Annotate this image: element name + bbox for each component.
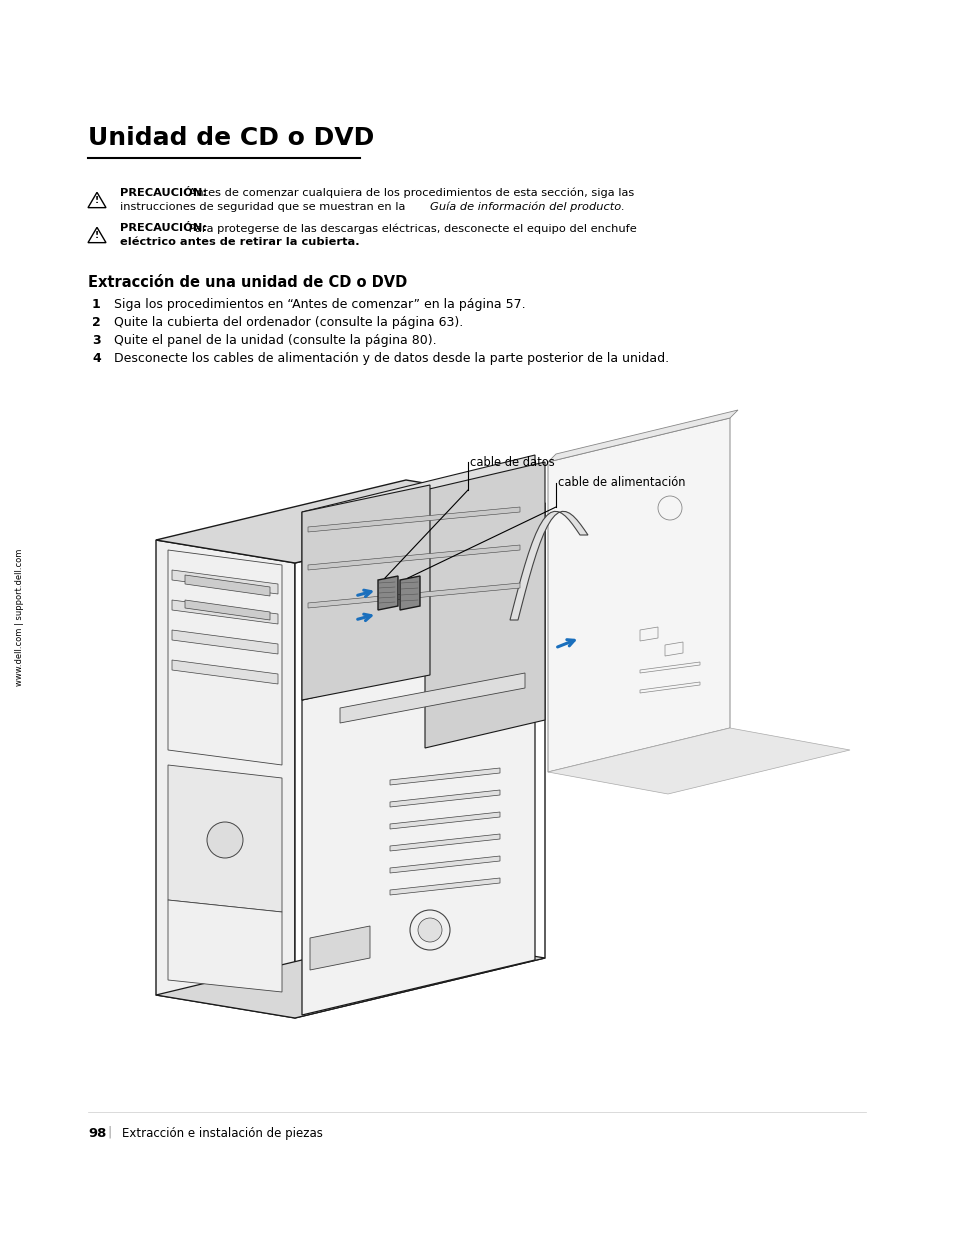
Polygon shape: [308, 583, 519, 608]
Text: Quite la cubierta del ordenador (consulte la página 63).: Quite la cubierta del ordenador (consult…: [113, 316, 463, 329]
Polygon shape: [302, 485, 430, 700]
Text: |: |: [108, 1125, 112, 1137]
Text: 1: 1: [91, 298, 101, 311]
Polygon shape: [390, 811, 499, 829]
Polygon shape: [302, 454, 535, 700]
Polygon shape: [547, 417, 729, 772]
Polygon shape: [390, 834, 499, 851]
Text: !: !: [95, 231, 99, 241]
Text: Quite el panel de la unidad (consulte la página 80).: Quite el panel de la unidad (consulte la…: [113, 333, 436, 347]
Polygon shape: [547, 410, 738, 462]
Text: Siga los procedimientos en “Antes de comenzar” en la página 57.: Siga los procedimientos en “Antes de com…: [113, 298, 525, 311]
Polygon shape: [185, 600, 270, 620]
Polygon shape: [156, 935, 544, 1018]
Polygon shape: [510, 511, 587, 620]
Circle shape: [417, 918, 441, 942]
Polygon shape: [172, 630, 277, 655]
Polygon shape: [390, 878, 499, 895]
Polygon shape: [547, 727, 849, 794]
Polygon shape: [168, 764, 282, 911]
Polygon shape: [185, 576, 270, 597]
Circle shape: [207, 823, 243, 858]
Polygon shape: [172, 600, 277, 624]
Text: PRECAUCIÓN:: PRECAUCIÓN:: [120, 188, 207, 198]
Text: cable de datos: cable de datos: [470, 456, 554, 468]
Text: Unidad de CD o DVD: Unidad de CD o DVD: [88, 126, 374, 149]
Polygon shape: [168, 550, 282, 764]
Polygon shape: [390, 768, 499, 785]
Text: Extracción e instalación de piezas: Extracción e instalación de piezas: [122, 1128, 322, 1140]
Polygon shape: [294, 503, 544, 1018]
Text: 4: 4: [91, 352, 101, 366]
Text: PRECAUCIÓN:: PRECAUCIÓN:: [120, 224, 207, 233]
Text: !: !: [95, 196, 99, 205]
Polygon shape: [339, 673, 524, 722]
Polygon shape: [310, 926, 370, 969]
Polygon shape: [168, 900, 282, 992]
Polygon shape: [172, 571, 277, 594]
Text: cable de alimentación: cable de alimentación: [558, 477, 685, 489]
Text: Guía de información del producto.: Guía de información del producto.: [430, 203, 624, 212]
Polygon shape: [302, 645, 535, 1015]
Polygon shape: [424, 462, 544, 748]
Circle shape: [410, 910, 450, 950]
Text: Para protegerse de las descargas eléctricas, desconecte el equipo del enchufe: Para protegerse de las descargas eléctri…: [185, 224, 636, 233]
Polygon shape: [390, 856, 499, 873]
Polygon shape: [308, 508, 519, 532]
Text: Desconecte los cables de alimentación y de datos desde la parte posterior de la : Desconecte los cables de alimentación y …: [113, 352, 668, 366]
Text: eléctrico antes de retirar la cubierta.: eléctrico antes de retirar la cubierta.: [120, 237, 359, 247]
Text: 3: 3: [91, 333, 100, 347]
Text: 2: 2: [91, 316, 101, 329]
Polygon shape: [308, 545, 519, 571]
Polygon shape: [390, 790, 499, 806]
Text: Extracción de una unidad de CD o DVD: Extracción de una unidad de CD o DVD: [88, 275, 407, 290]
Text: Antes de comenzar cualquiera de los procedimientos de esta sección, siga las: Antes de comenzar cualquiera de los proc…: [185, 188, 634, 199]
Polygon shape: [377, 576, 397, 610]
Polygon shape: [156, 480, 544, 563]
Polygon shape: [156, 540, 294, 1018]
Text: 98: 98: [88, 1128, 107, 1140]
Polygon shape: [172, 659, 277, 684]
Text: www.dell.com | support.dell.com: www.dell.com | support.dell.com: [15, 548, 25, 685]
Text: instrucciones de seguridad que se muestran en la: instrucciones de seguridad que se muestr…: [120, 203, 409, 212]
Polygon shape: [399, 576, 419, 610]
